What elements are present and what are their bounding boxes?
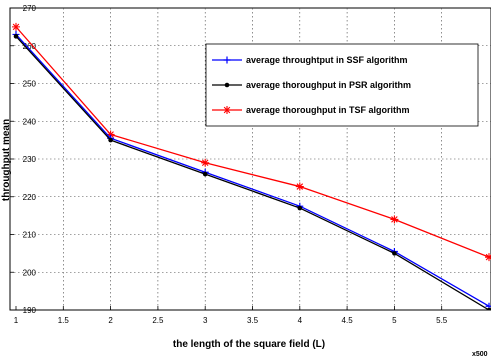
data-point xyxy=(295,182,304,191)
y-tick-label: 190 xyxy=(23,306,37,315)
data-point xyxy=(486,307,491,310)
data-point xyxy=(12,22,20,31)
legend-entry: average thoroughput in PSR algorithm xyxy=(246,80,411,90)
series-line xyxy=(15,35,490,310)
data-point xyxy=(106,130,115,139)
series-3 xyxy=(12,22,491,262)
y-tick-label: 220 xyxy=(23,193,37,202)
x-tick-label: 5.5 xyxy=(436,316,448,325)
legend-box xyxy=(205,43,479,127)
data-point xyxy=(485,253,491,262)
x-tick-label: 2 xyxy=(108,316,113,325)
data-point xyxy=(13,34,19,39)
legend-entry: average throughtput in SSF algorithm xyxy=(246,55,408,65)
y-axis-label: throughput mean xyxy=(1,119,12,201)
x-tick-label: 4.5 xyxy=(342,316,354,325)
data-point xyxy=(297,205,303,211)
legend-marker xyxy=(223,106,231,114)
data-point xyxy=(108,137,113,143)
data-point xyxy=(390,215,399,224)
y-tick-label: 200 xyxy=(23,268,37,277)
x-axis-ticks: 1 1.5 2 2.5 3 3.5 4 4.5 5 5.5 xyxy=(14,306,448,325)
y-tick-label: 270 xyxy=(23,4,37,13)
y-tick-label: 260 xyxy=(23,42,37,51)
y-tick-label: 250 xyxy=(23,80,37,89)
legend-marker xyxy=(224,82,230,88)
series-2 xyxy=(13,34,491,310)
y-tick-label: 210 xyxy=(23,231,37,240)
legend: average throughtput in SSF algorithm aver… xyxy=(205,43,479,127)
x-tick-label: 1.5 xyxy=(58,316,70,325)
x-axis-label: the length of the square field (L) xyxy=(173,339,325,350)
legend-entry: average thoroughput in TSF algorithm xyxy=(246,105,410,115)
series-line xyxy=(15,33,490,307)
legend-marker xyxy=(223,56,231,64)
data-point xyxy=(392,251,397,256)
x-tick-label: 3 xyxy=(203,316,208,325)
x-tick-label: 3.5 xyxy=(247,316,259,325)
x-tick-label: 2.5 xyxy=(152,316,164,325)
series-line xyxy=(15,26,490,258)
x-tick-label: 4 xyxy=(298,316,303,325)
y-tick-label: 230 xyxy=(23,155,37,164)
x-tick-label: 5 xyxy=(392,316,397,325)
data-point xyxy=(201,158,210,167)
x-tick-label: 1 xyxy=(14,316,19,325)
x-scale-note: x500 xyxy=(472,351,488,358)
y-axis-ticks: 190 200 210 220 230 240 250 260 270 xyxy=(10,4,37,315)
y-tick-label: 240 xyxy=(23,117,37,126)
data-point xyxy=(202,171,208,177)
series-group xyxy=(12,22,491,310)
